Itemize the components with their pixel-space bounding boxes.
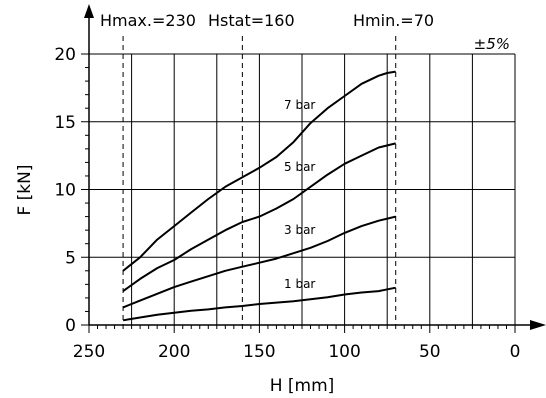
x-tick-label: 150 xyxy=(243,342,275,362)
y-tick-label: 10 xyxy=(54,181,76,201)
grid-lines xyxy=(89,53,516,325)
x-axis-title: H [mm] xyxy=(270,376,335,396)
reference-label: Hmin.=70 xyxy=(353,11,434,30)
reference-label: Hmax.=230 xyxy=(100,11,196,30)
series-line xyxy=(122,215,396,309)
series-label: 1 bar xyxy=(284,277,315,291)
y-tick-label: 5 xyxy=(65,248,76,268)
series-line xyxy=(122,70,396,272)
axes xyxy=(81,4,546,333)
tolerance-label: ±5% xyxy=(474,35,510,53)
series-curves xyxy=(122,70,396,322)
x-tick-label: 200 xyxy=(158,342,190,362)
y-tick-label: 20 xyxy=(54,45,76,65)
series-line xyxy=(122,286,396,322)
chart-labels: 250 200 150 100 50 0 0 5 10 15 20 H [mm] F [kN] Hmax.… xyxy=(15,11,520,396)
x-tick-label: 50 xyxy=(419,342,441,362)
series-label: 3 bar xyxy=(284,223,315,237)
reference-lines xyxy=(122,36,397,325)
y-tick-label: 15 xyxy=(54,113,76,133)
x-tick-label: 100 xyxy=(328,342,360,362)
series-line xyxy=(122,142,396,292)
y-tick-label: 0 xyxy=(65,316,76,336)
series-label: 5 bar xyxy=(284,160,315,174)
reference-label: Hstat=160 xyxy=(208,11,295,30)
y-axis-arrow xyxy=(84,4,94,18)
x-tick-label: 250 xyxy=(73,342,105,362)
x-axis-arrow xyxy=(530,320,546,330)
y-axis-title: F [kN] xyxy=(15,164,35,215)
series-label: 7 bar xyxy=(284,98,315,112)
x-tick-label: 0 xyxy=(510,342,521,362)
